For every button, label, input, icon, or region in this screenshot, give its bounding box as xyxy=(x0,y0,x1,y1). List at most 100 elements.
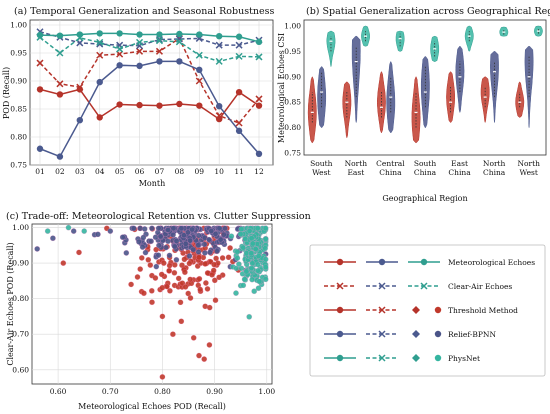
panel-b-violins xyxy=(307,25,543,144)
scatter-point-threshold xyxy=(179,280,186,287)
y-tick-label: 0.80 xyxy=(10,133,27,142)
scatter-point-threshold xyxy=(148,287,155,294)
x-tick-label: West xyxy=(520,168,538,177)
x-tick-label: 1.00 xyxy=(258,387,275,396)
y-tick-label: 0.70 xyxy=(12,330,29,339)
data-point-threshold-met xyxy=(96,114,103,121)
panel-a-temporal-chart: (a) Temporal Generalization and Seasonal… xyxy=(2,6,274,188)
scatter-point-threshold xyxy=(160,260,167,267)
x-tick-label: West xyxy=(312,168,330,177)
scatter-point-threshold xyxy=(186,260,193,267)
scatter-point-relief xyxy=(70,228,77,235)
scatter-point-physnet xyxy=(246,227,253,234)
scatter-point-threshold xyxy=(177,299,184,306)
panel-a-x-label: Month xyxy=(139,179,166,188)
scatter-point-physnet xyxy=(240,282,247,289)
panel-b-spatial-chart: (b) Spatial Generalization across Geogra… xyxy=(277,6,550,203)
scatter-point-relief xyxy=(157,233,164,240)
scatter-point-threshold xyxy=(166,287,173,294)
y-tick-label: 1.00 xyxy=(284,22,301,31)
scatter-point-relief xyxy=(107,228,114,235)
data-point-physnet-clear xyxy=(136,38,144,46)
scatter-point-physnet xyxy=(44,228,51,235)
data-point-physnet-clear xyxy=(195,51,203,59)
data-point-physnet-met xyxy=(56,32,64,39)
scatter-point-threshold xyxy=(134,273,141,280)
scatter-point-relief xyxy=(148,238,155,245)
violin-threshold xyxy=(515,81,525,118)
scatter-point-physnet xyxy=(262,264,269,271)
scatter-point-threshold xyxy=(178,318,185,325)
x-tick-label: China xyxy=(483,168,506,177)
x-tick-label: North xyxy=(345,159,368,168)
scatter-point-relief xyxy=(173,238,180,245)
legend-label-met: Meteorological Echoes xyxy=(448,258,535,267)
scatter-point-threshold xyxy=(181,269,188,276)
scatter-point-relief xyxy=(195,248,202,255)
x-tick-label: 10 xyxy=(214,167,224,176)
scatter-point-relief xyxy=(148,225,155,232)
scatter-point-physnet xyxy=(234,255,241,262)
scatter-point-relief xyxy=(119,234,126,241)
panel-b-x-ticks: SouthWestNorthEastCentralChinaSouthChina… xyxy=(310,159,540,177)
scatter-point-threshold xyxy=(219,255,226,262)
legend-label-physnet: PhysNet xyxy=(448,354,480,363)
data-point-relief-met xyxy=(176,58,183,65)
data-point-threshold-met xyxy=(215,115,223,123)
data-point-physnet-clear xyxy=(76,34,84,42)
data-point-relief-met xyxy=(255,150,263,157)
legend-x-physnet xyxy=(378,354,386,362)
data-point-relief-met xyxy=(96,78,103,86)
scatter-point-threshold xyxy=(149,299,156,306)
scatter-point-threshold xyxy=(138,254,145,261)
data-point-threshold-met xyxy=(255,102,263,109)
legend-marker-met-threshold xyxy=(336,258,344,266)
data-point-threshold-clear xyxy=(255,95,263,103)
series-line-threshold-met xyxy=(39,88,260,121)
y-tick-label: 0.85 xyxy=(10,105,27,114)
scatter-point-physnet xyxy=(251,288,258,295)
legend-marker-threshold xyxy=(336,306,344,314)
x-tick-label: China xyxy=(379,168,402,177)
legend: Meteorological Echoes Clear-Air Echoes T… xyxy=(309,244,546,377)
panel-c-y-ticks: 0.60 0.70 0.80 0.90 1.00 xyxy=(12,223,29,374)
scatter-point-threshold xyxy=(137,266,144,273)
scatter-point-relief xyxy=(222,225,229,232)
violin-physnet xyxy=(395,30,405,52)
data-point-threshold-met xyxy=(196,102,203,109)
data-point-relief-met xyxy=(196,66,203,74)
scatter-point-relief xyxy=(165,226,172,233)
data-point-relief-met xyxy=(56,153,64,160)
scatter-point-threshold xyxy=(166,267,173,274)
scatter-point-relief xyxy=(142,249,149,256)
scatter-point-physnet xyxy=(254,267,261,274)
scatter-point-relief xyxy=(186,253,193,260)
scatter-point-relief xyxy=(34,245,41,252)
legend-dot-threshold xyxy=(434,306,442,314)
legend-label-relief: Relief-BPNN xyxy=(448,330,496,339)
scatter-point-threshold xyxy=(185,290,192,297)
scatter-point-relief xyxy=(170,225,177,232)
x-tick-label: 0.60 xyxy=(50,387,67,396)
scatter-point-relief xyxy=(155,242,162,249)
scatter-point-threshold xyxy=(196,254,203,261)
scatter-point-physnet xyxy=(228,233,235,240)
scatter-point-relief xyxy=(185,229,192,236)
data-point-relief-met xyxy=(116,62,123,69)
panel-c-x-ticks: 0.60 0.70 0.80 0.90 1.00 xyxy=(50,387,276,396)
scatter-point-relief xyxy=(94,231,101,238)
y-tick-label: 0.80 xyxy=(12,294,29,303)
data-point-physnet-met xyxy=(235,33,243,40)
data-point-relief-met xyxy=(215,103,223,110)
scatter-point-threshold xyxy=(181,256,188,263)
scatter-point-threshold xyxy=(159,313,166,320)
data-point-threshold-clear xyxy=(235,119,243,127)
data-point-relief-met xyxy=(76,117,84,124)
legend-marker-clear-physnet xyxy=(420,282,428,290)
x-tick-label: 0.80 xyxy=(154,387,171,396)
scatter-point-physnet xyxy=(235,261,242,268)
scatter-point-physnet xyxy=(254,225,261,232)
x-tick-label: 07 xyxy=(155,167,165,176)
panel-c-tradeoff-chart: (c) Trade-off: Meteorological Retention … xyxy=(6,211,311,411)
scatter-point-threshold xyxy=(166,262,173,269)
